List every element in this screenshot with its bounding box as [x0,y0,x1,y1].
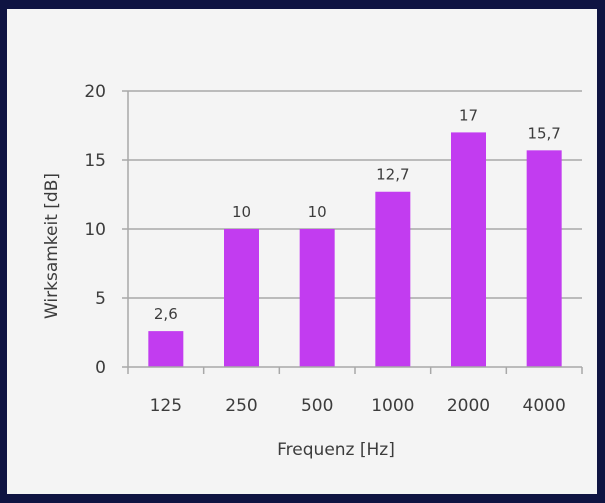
y-tick-label: 20 [84,82,106,102]
bar [299,229,335,367]
x-tick-label: 500 [301,396,333,416]
y-axis-title: Wirksamkeit [dB] [42,173,62,319]
axes [122,90,583,374]
labels: 0 5 10 15 20 2,6 125 10 250 10 500 12,7 1000 17 2000 15… [84,82,565,416]
x-tick-label: 125 [150,396,182,416]
bar [148,331,184,367]
x-tick-label: 4000 [523,396,566,416]
grid-lines [128,90,582,299]
x-tick-label: 2000 [447,396,490,416]
y-tick-label: 10 [84,220,106,240]
x-tick-label: 250 [225,396,257,416]
y-tick-label: 15 [84,151,106,171]
bars [148,132,562,367]
data-label: 15,7 [527,124,560,142]
bar [224,229,259,367]
data-label: 17 [459,106,478,124]
data-label: 2,6 [154,305,178,323]
bar [375,191,411,367]
x-tick-label: 1000 [371,396,414,416]
data-label: 12,7 [376,166,409,184]
data-label: 10 [308,203,327,221]
bar [451,132,486,367]
x-axis-title: Frequenz [Hz] [277,440,395,460]
data-label: 10 [232,203,251,221]
bar [526,150,562,367]
y-tick-label: 0 [95,358,106,378]
y-tick-label: 5 [95,289,106,309]
